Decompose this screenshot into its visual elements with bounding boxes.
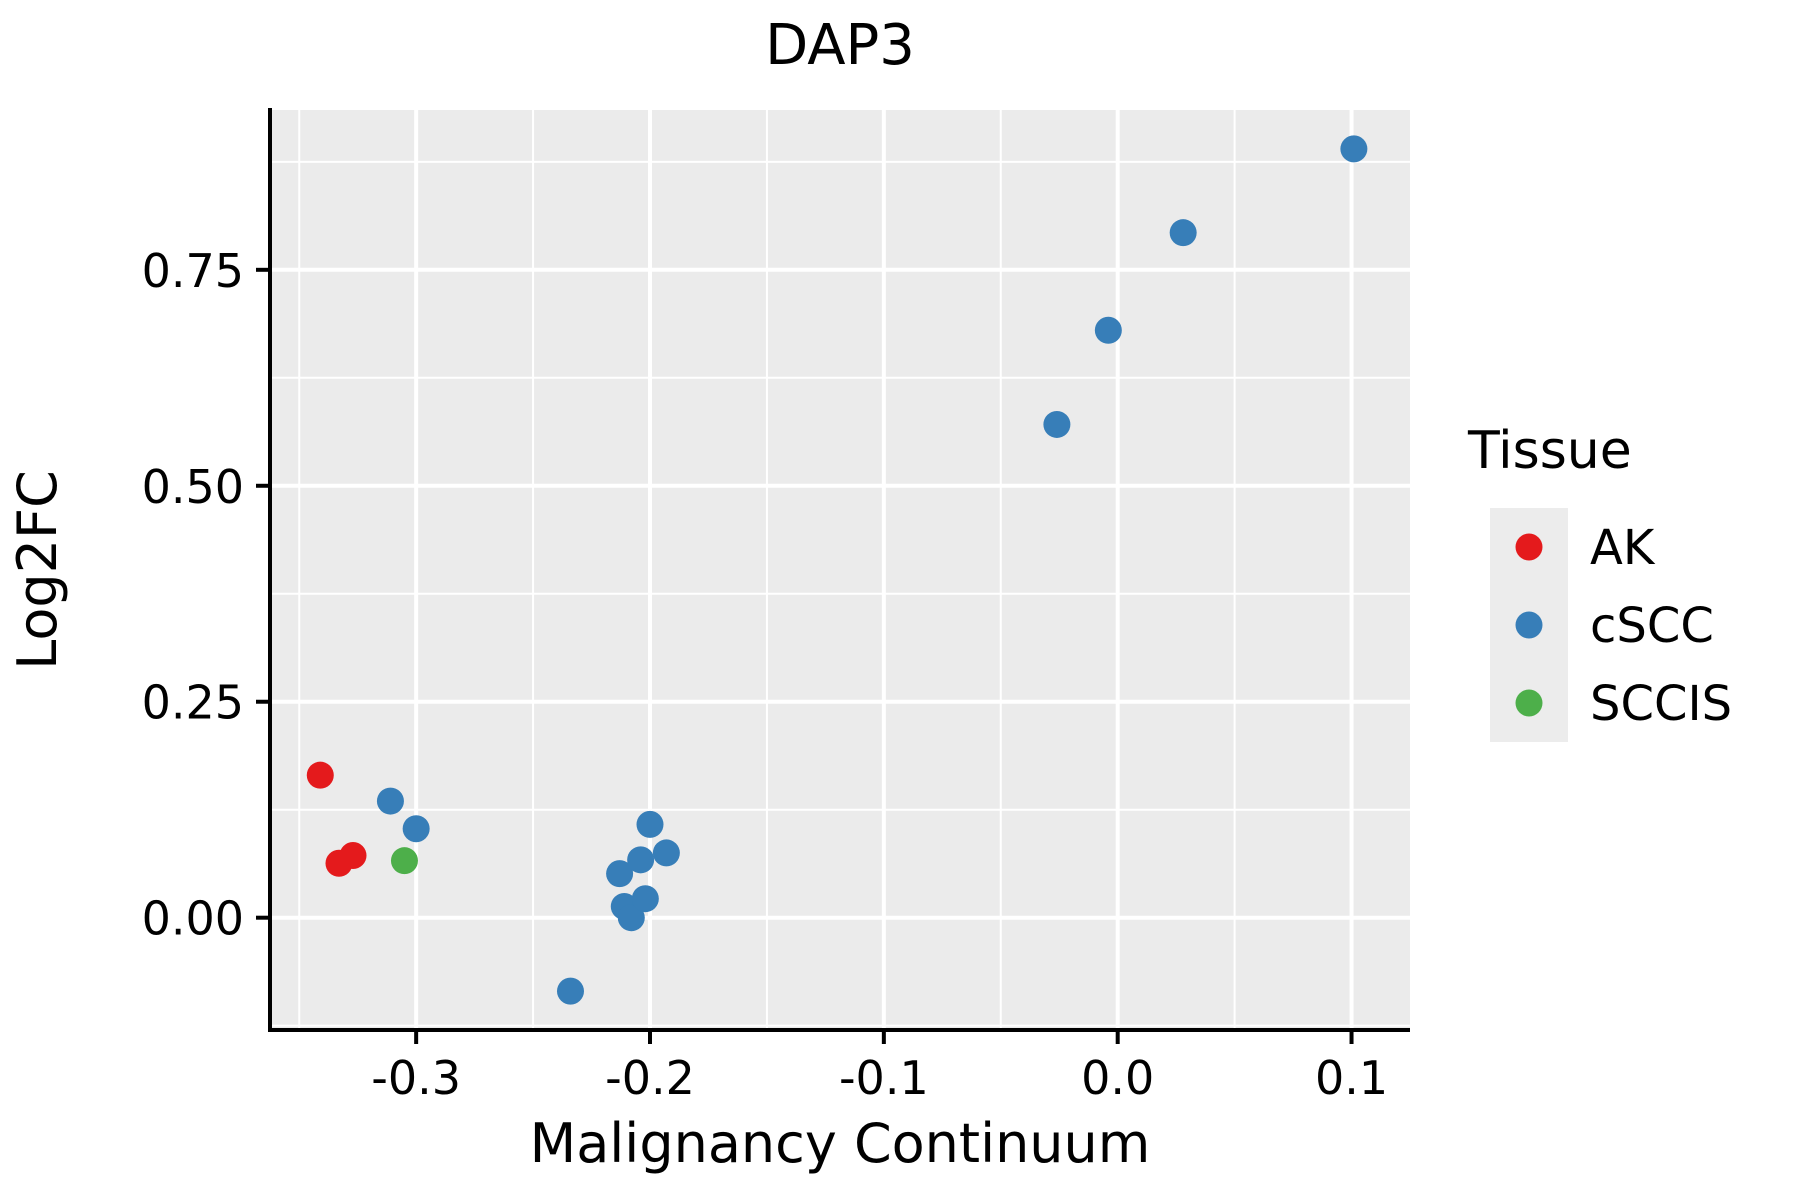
x-tick-label: -0.1 [839,1051,929,1105]
data-point-cSCC [652,839,680,867]
data-point-cSCC [556,977,584,1005]
legend: AK cSCC SCCIS [1490,508,1732,742]
data-point-cSCC [1094,316,1122,344]
data-point-SCCIS [390,847,418,875]
data-points-layer [306,135,1368,1005]
legend-label-AK: AK [1590,520,1656,576]
data-point-cSCC [1043,410,1071,438]
data-point-AK [306,761,334,789]
minor-gridlines [270,110,1410,1030]
data-point-cSCC [627,846,655,874]
y-tick-label: 0.00 [142,892,244,946]
plot-panel [270,110,1410,1030]
legend-label-SCCIS: SCCIS [1590,676,1732,732]
y-tick-label: 0.25 [142,676,244,730]
major-gridlines [270,110,1410,1030]
y-tick-label: 0.75 [142,244,244,298]
data-point-cSCC [631,885,659,913]
y-tick-label: 0.50 [142,460,244,514]
legend-title: Tissue [1467,421,1632,481]
legend-point-AK [1515,533,1543,561]
data-point-cSCC [376,787,404,815]
data-point-cSCC [402,815,430,843]
y-axis-label: Log2FC [6,470,69,670]
x-axis-label: Malignancy Continuum [530,1112,1151,1175]
legend-point-SCCIS [1515,689,1543,717]
x-tick-label: 0.0 [1081,1051,1154,1105]
data-point-cSCC [1340,135,1368,163]
data-point-cSCC [1169,219,1197,247]
data-point-cSCC [636,810,664,838]
x-tick-label: -0.2 [605,1051,695,1105]
x-tick-label: -0.3 [371,1051,461,1105]
data-point-cSCC [606,860,634,888]
data-point-cSCC [617,904,645,932]
chart-title: DAP3 [765,13,915,78]
x-tick-label: 0.1 [1315,1051,1388,1105]
tick-labels-layer: -0.3 -0.2 -0.1 0.0 0.1 0.00 0.25 0.50 0.75 [142,244,1389,1105]
legend-point-cSCC [1515,611,1543,639]
axis-layer [256,108,1410,1044]
legend-label-cSCC: cSCC [1590,598,1714,654]
data-point-AK [339,842,367,870]
